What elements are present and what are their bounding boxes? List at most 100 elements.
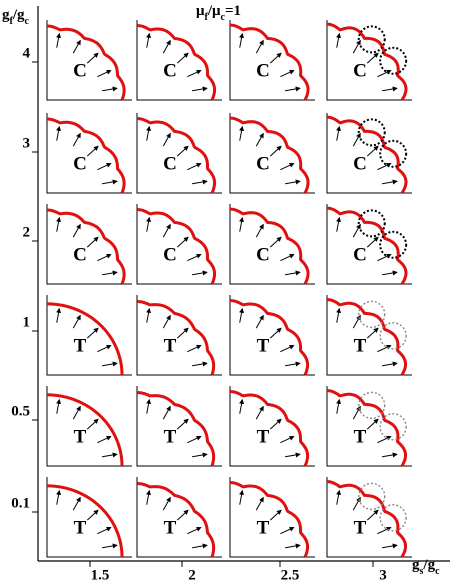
- panel-frame: [136, 20, 222, 101]
- phase-label: C: [256, 153, 270, 174]
- arrow: [336, 125, 342, 141]
- panel-frame: [136, 113, 222, 194]
- arrow: [162, 223, 171, 238]
- x-label-part: g: [412, 557, 420, 573]
- panel-frame: [229, 386, 315, 467]
- arrow: [382, 543, 398, 549]
- panel-frame: [136, 477, 222, 558]
- interface-curve: [136, 24, 217, 101]
- phase-label: C: [163, 153, 177, 174]
- panel-frame: [229, 113, 315, 194]
- title-part: =1: [225, 3, 241, 19]
- y-tick-label: 0.5: [11, 403, 30, 419]
- interface-curve: [137, 482, 216, 558]
- phase-label: C: [353, 244, 367, 265]
- arrow: [280, 253, 295, 262]
- arrow: [192, 543, 208, 549]
- arrow: [56, 125, 62, 141]
- phase-label: T: [74, 335, 87, 356]
- interface-curve: [137, 391, 216, 467]
- y-label-part: /g: [12, 7, 25, 23]
- phase-label: T: [164, 426, 177, 447]
- highlight-circle: [357, 118, 386, 147]
- y-axis-label: gf/gc: [2, 7, 30, 26]
- arrow: [56, 307, 62, 323]
- arrow: [97, 526, 112, 535]
- phase-label: C: [256, 60, 270, 81]
- interface-curve: [47, 117, 126, 194]
- interface-curve: [230, 207, 310, 285]
- interface-curve: [229, 481, 310, 558]
- arrow: [162, 496, 171, 511]
- arrow: [239, 32, 245, 48]
- interface-curve: [46, 484, 124, 557]
- panel-frame: [136, 295, 222, 376]
- arrow: [336, 216, 342, 232]
- interface-curve: [46, 302, 124, 375]
- phase-label: T: [164, 335, 177, 356]
- arrow: [102, 86, 118, 92]
- phase-label: C: [163, 244, 177, 265]
- arrow: [97, 344, 112, 353]
- arrow: [269, 145, 282, 157]
- arrow: [162, 314, 171, 329]
- highlight-circle: [379, 322, 407, 350]
- panel-frame: [326, 295, 412, 376]
- interface-curve: [230, 23, 310, 101]
- arrow: [86, 509, 99, 521]
- phase-label: C: [73, 60, 87, 81]
- interface-curve: [229, 299, 310, 376]
- arrow: [86, 145, 99, 157]
- arrow: [176, 52, 189, 64]
- phase-label: C: [73, 244, 87, 265]
- phase-label: T: [74, 426, 87, 447]
- panel-frame: [46, 386, 132, 467]
- y-label-part: c: [25, 16, 30, 27]
- arrow: [187, 526, 202, 535]
- arrow: [146, 398, 152, 414]
- phase-label: T: [354, 426, 367, 447]
- panel-frame: [326, 113, 412, 194]
- panel-frame: [46, 295, 132, 376]
- panel-frame: [229, 295, 315, 376]
- arrow: [72, 496, 81, 511]
- phase-label: C: [353, 60, 367, 81]
- y-tick-label: 3: [23, 135, 31, 151]
- highlight-circle: [379, 139, 408, 168]
- panel-frame: [229, 20, 315, 101]
- arrow: [162, 39, 171, 54]
- arrow: [72, 39, 81, 54]
- arrow: [366, 145, 379, 157]
- arrow: [146, 216, 152, 232]
- arrow: [366, 52, 379, 64]
- arrow: [285, 543, 301, 549]
- phase-label: T: [257, 335, 270, 356]
- phase-label: T: [257, 426, 270, 447]
- arrow: [187, 69, 202, 78]
- phase-label: C: [353, 153, 367, 174]
- arrow: [86, 236, 99, 248]
- arrow: [285, 270, 301, 276]
- arrow: [377, 526, 392, 535]
- arrow: [377, 435, 392, 444]
- x-label-part: s: [420, 566, 424, 577]
- highlight-circle: [358, 482, 386, 511]
- highlight-circle: [379, 46, 408, 75]
- arrow: [192, 179, 208, 185]
- phase-label: T: [74, 517, 87, 538]
- arrow: [102, 543, 118, 549]
- arrow: [176, 418, 189, 430]
- arrow: [280, 526, 295, 535]
- phase-label: C: [73, 153, 87, 174]
- panel-frame: [229, 477, 315, 558]
- arrow: [86, 52, 99, 64]
- arrow: [176, 509, 189, 521]
- title: μf/μc=1: [196, 3, 241, 22]
- phase-label: C: [256, 244, 270, 265]
- arrow: [192, 86, 208, 92]
- arrow: [366, 509, 379, 521]
- highlight-circle: [379, 504, 407, 532]
- y-tick-label: 4: [23, 45, 31, 61]
- arrow: [336, 32, 342, 48]
- arrow: [56, 398, 62, 414]
